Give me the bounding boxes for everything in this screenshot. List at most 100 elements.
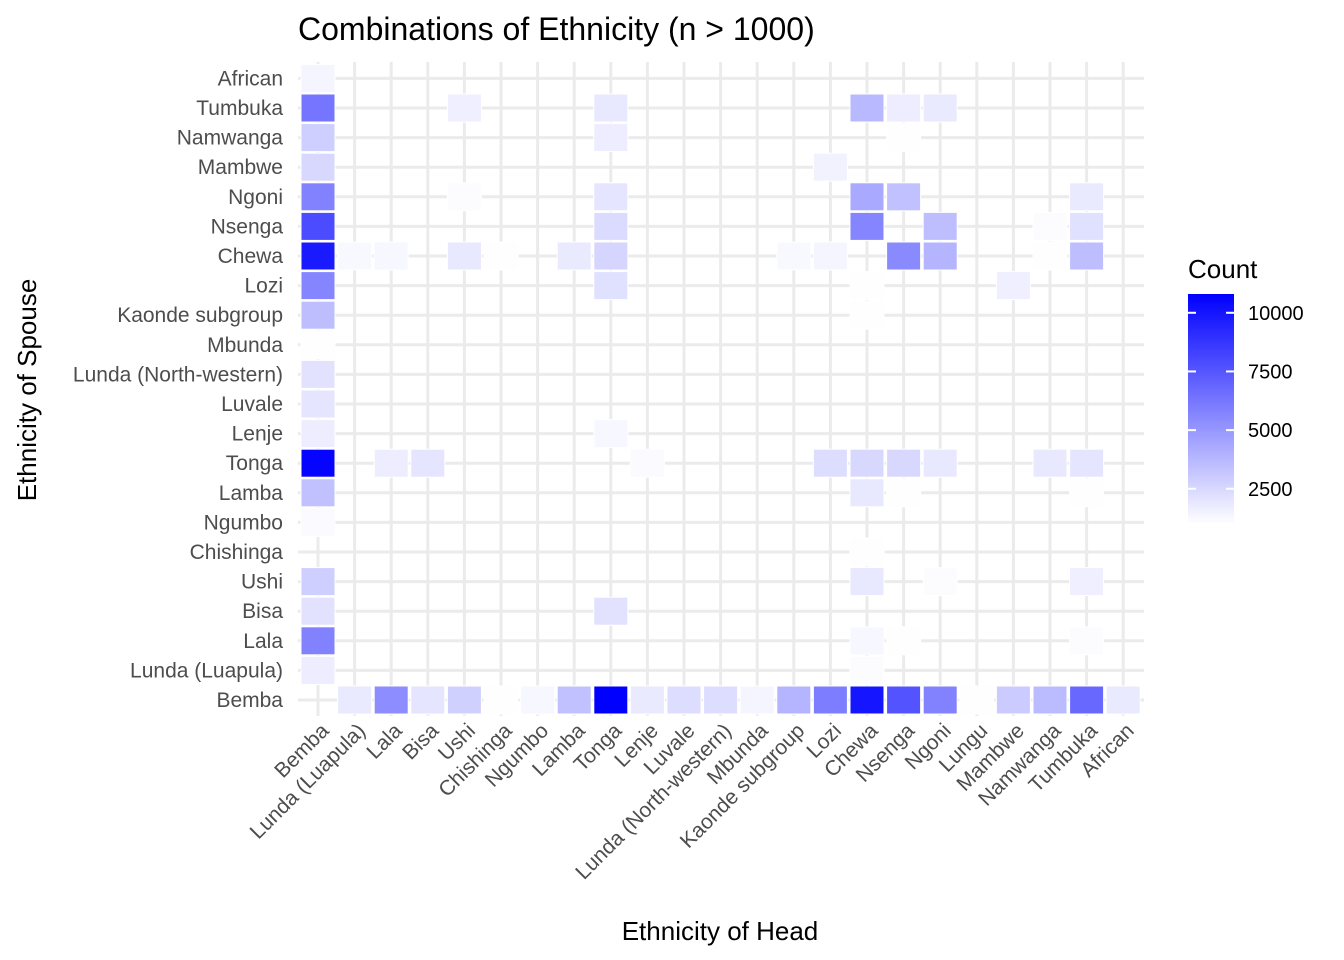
x-tick-label-lala: Lala xyxy=(362,719,407,764)
heatmap-cell xyxy=(1069,567,1105,597)
heatmap-cell xyxy=(300,626,336,656)
heatmap-cell xyxy=(1105,685,1141,715)
x-tick-label-bisa: Bisa xyxy=(398,719,443,764)
heatmap-cell xyxy=(593,271,629,301)
heatmap-cell xyxy=(300,567,336,597)
heatmap-cell xyxy=(1032,448,1068,478)
heatmap-cell xyxy=(629,685,665,715)
legend-ticks: 2500 5000 7500 10000 xyxy=(1188,303,1304,501)
heatmap-cell xyxy=(959,685,995,715)
heatmap-cell xyxy=(373,448,409,478)
heatmap-cell xyxy=(849,93,885,123)
heatmap-cell xyxy=(849,182,885,212)
heatmap-cell xyxy=(300,596,336,626)
heatmap-cell xyxy=(300,93,336,123)
heatmap-cell xyxy=(995,271,1031,301)
heatmap-cell xyxy=(1032,685,1068,715)
heatmap-cell xyxy=(300,507,336,537)
y-tick-label-chewa: Chewa xyxy=(218,245,284,268)
grid-lines xyxy=(298,62,1144,716)
heatmap-cell xyxy=(849,211,885,241)
heatmap-cell xyxy=(922,93,958,123)
heatmap-cell xyxy=(410,448,446,478)
heatmap-cell xyxy=(849,448,885,478)
heatmap-cell xyxy=(776,685,812,715)
heatmap-cell xyxy=(593,93,629,123)
heatmap-cell xyxy=(886,241,922,271)
legend-tick-label: 7500 xyxy=(1248,361,1293,383)
heatmap-cell xyxy=(886,626,922,656)
y-tick-label-kaonde-subgroup: Kaonde subgroup xyxy=(117,304,283,327)
heatmap-cell xyxy=(593,596,629,626)
y-tick-label-tumbuka: Tumbuka xyxy=(196,97,283,120)
y-axis-title: Ethnicity of Spouse xyxy=(12,279,42,502)
heatmap-cell xyxy=(446,685,482,715)
legend-tick-label: 10000 xyxy=(1248,303,1304,325)
y-tick-label-lala: Lala xyxy=(243,630,283,653)
heatmap-cell xyxy=(812,241,848,271)
heatmap-cell xyxy=(629,448,665,478)
legend-tick-label: 5000 xyxy=(1248,420,1293,442)
heatmap-cell xyxy=(300,63,336,93)
heatmap-cell xyxy=(300,300,336,330)
heatmap-cell xyxy=(849,300,885,330)
heatmap-cell xyxy=(922,567,958,597)
heatmap-cell xyxy=(300,271,336,301)
heatmap-cell xyxy=(337,241,373,271)
heatmap-cell xyxy=(300,152,336,182)
y-tick-label-mbunda: Mbunda xyxy=(207,334,283,357)
heatmap-cell xyxy=(300,182,336,212)
heatmap-cell xyxy=(849,537,885,567)
heatmap-cell xyxy=(593,685,629,715)
y-tick-label-african: African xyxy=(218,67,283,90)
y-tick-label-ngumbo: Ngumbo xyxy=(204,511,283,534)
heatmap-cell xyxy=(812,685,848,715)
y-tick-label-lenje: Lenje xyxy=(232,423,283,446)
heatmap-cell xyxy=(593,241,629,271)
heatmap-cell xyxy=(995,685,1031,715)
heatmap-cell xyxy=(300,241,336,271)
heatmap-cell xyxy=(739,685,775,715)
heatmap-cell xyxy=(922,685,958,715)
heatmap-cell xyxy=(520,685,556,715)
y-tick-label-luvale: Luvale xyxy=(221,393,283,416)
y-tick-label-lunda-north-western: Lunda (North-western) xyxy=(73,363,283,386)
heatmap-cell xyxy=(300,359,336,389)
heatmap-cell xyxy=(300,330,336,360)
heatmap-cell xyxy=(1032,241,1068,271)
y-tick-label-bemba: Bemba xyxy=(216,689,283,712)
y-tick-label-ngoni: Ngoni xyxy=(228,186,283,209)
heatmap-cell xyxy=(886,448,922,478)
heatmap-cell xyxy=(849,626,885,656)
y-tick-label-lamba: Lamba xyxy=(219,482,284,505)
heatmap-cell xyxy=(886,478,922,508)
y-tick-label-nsenga: Nsenga xyxy=(211,215,284,238)
heatmap-cell xyxy=(593,419,629,449)
y-tick-label-chishinga: Chishinga xyxy=(190,541,284,564)
heatmap-cell xyxy=(849,655,885,685)
legend-title: Count xyxy=(1188,254,1258,284)
legend-colorbar xyxy=(1188,294,1234,524)
heatmap-cell xyxy=(556,241,592,271)
heatmap-cell xyxy=(812,448,848,478)
heatmap-cell xyxy=(337,685,373,715)
heatmap-cell xyxy=(446,93,482,123)
heatmap-cell xyxy=(922,241,958,271)
heatmap-cell xyxy=(446,241,482,271)
heatmap-cell xyxy=(556,685,592,715)
heatmap-cell xyxy=(812,152,848,182)
heatmap-cell xyxy=(593,211,629,241)
heatmap-cell xyxy=(1069,241,1105,271)
heatmap-cells xyxy=(300,63,1141,715)
heatmap-cell xyxy=(300,419,336,449)
heatmap-cell xyxy=(1069,626,1105,656)
legend-tick-label: 2500 xyxy=(1248,479,1293,501)
heatmap-cell xyxy=(922,211,958,241)
y-tick-label-bisa: Bisa xyxy=(242,600,283,623)
heatmap-cell xyxy=(1069,211,1105,241)
heatmap-cell xyxy=(1069,685,1105,715)
heatmap-cell xyxy=(1069,478,1105,508)
heatmap-cell xyxy=(703,685,739,715)
heatmap-cell xyxy=(593,182,629,212)
